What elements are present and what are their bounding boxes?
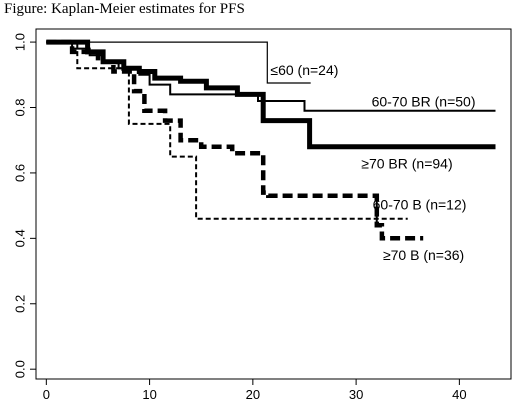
x-tick-label: 40 [452, 387, 466, 402]
series-line-2 [46, 39, 496, 150]
y-tick-label: 0.0 [12, 360, 27, 378]
series-line-4 [46, 39, 424, 241]
series-label-1: 60-70 BR (n=50) [372, 93, 476, 109]
y-tick-label: 0.8 [12, 98, 27, 116]
series-label-0: ≤60 (n=24) [270, 62, 338, 78]
plot-frame [35, 28, 512, 380]
series-line-0 [46, 41, 311, 84]
x-tick-label: 20 [246, 387, 260, 402]
y-tick-label: 0.4 [12, 229, 27, 247]
x-tick-label: 10 [142, 387, 156, 402]
y-axis: 0.0 0.2 0.4 0.6 0.8 1.0 [12, 33, 36, 378]
legend-annotations: ≤60 (n=24) 60-70 BR (n=50) ≥70 BR (n=94) 60… [270, 62, 475, 263]
x-tick-label: 30 [349, 387, 363, 402]
y-tick-label: 0.6 [12, 164, 27, 182]
series-label-4: ≥70 B (n=36) [383, 247, 464, 263]
y-tick-label: 0.2 [12, 295, 27, 313]
x-axis: 0 10 20 30 40 [43, 379, 467, 402]
series-label-2: ≥70 BR (n=94) [361, 155, 452, 171]
x-tick-label: 0 [43, 387, 50, 402]
chart-title: Figure: Kaplan-Meier estimates for PFS [4, 1, 245, 17]
survival-curves [46, 39, 496, 241]
y-tick-label: 1.0 [12, 33, 27, 51]
series-line-3 [46, 41, 408, 220]
series-label-3: 60-70 B (n=12) [373, 196, 467, 212]
